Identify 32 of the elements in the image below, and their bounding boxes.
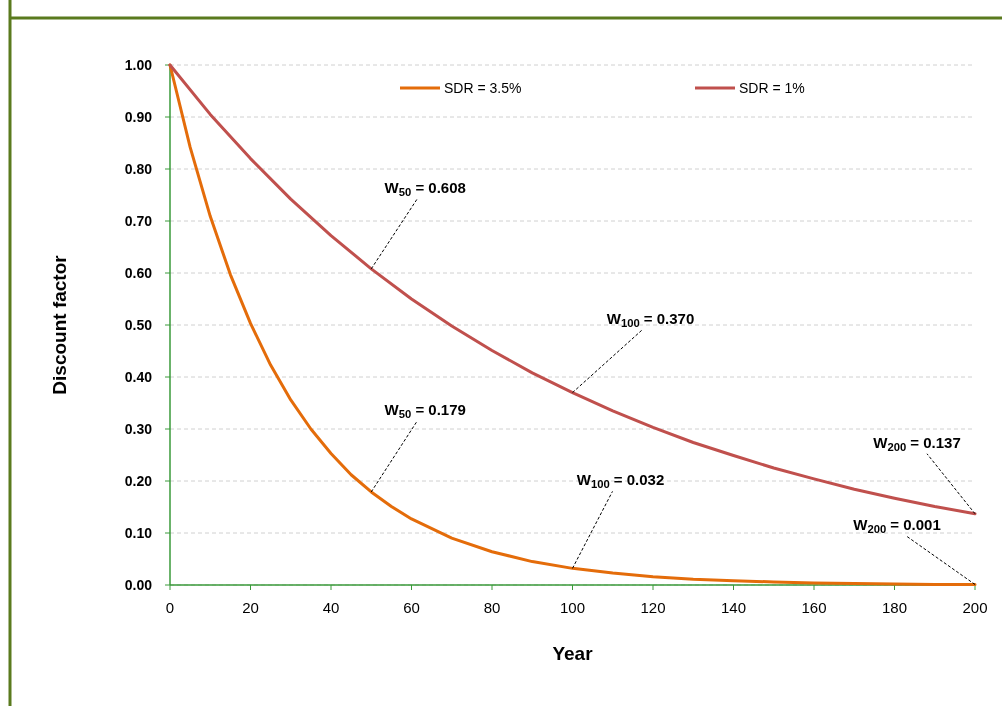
y-tick-label: 0.20 <box>124 472 153 489</box>
x-tick-label: 80 <box>483 599 501 616</box>
legend-label: SDR = 1% <box>739 79 805 96</box>
y-tick-label: 0.50 <box>124 316 153 333</box>
x-axis-title: Year <box>552 643 594 664</box>
x-tick-label: 160 <box>801 599 827 616</box>
x-tick-label: 140 <box>720 599 747 616</box>
y-tick-label: 0.60 <box>124 264 153 281</box>
y-tick-label: 0.30 <box>124 420 153 437</box>
x-tick-label: 100 <box>559 599 586 616</box>
y-tick-label: 0.70 <box>124 212 153 229</box>
annotation: W$_{100}$ = 0.370 <box>606 309 695 329</box>
y-tick-label: 1.00 <box>124 56 153 73</box>
annotation: W$_{50}$ = 0.608 <box>384 178 466 198</box>
x-tick-label: 200 <box>962 599 988 616</box>
x-tick-label: 180 <box>881 599 908 616</box>
annotation: W$_{100}$ = 0.032 <box>576 471 665 491</box>
annotation: W$_{200}$ = 0.001 <box>853 516 941 536</box>
y-tick-label: 0.10 <box>124 524 153 541</box>
x-tick-label: 0 <box>165 599 175 616</box>
y-tick-label: 0.90 <box>124 108 153 125</box>
x-tick-label: 120 <box>640 599 666 616</box>
x-tick-label: 60 <box>403 599 420 616</box>
y-tick-label: 0.00 <box>124 576 153 593</box>
annotation: W$_{200}$ = 0.137 <box>873 433 961 453</box>
annotation: W$_{50}$ = 0.179 <box>384 400 466 420</box>
y-axis-title: Discount factor <box>49 254 70 395</box>
legend-label: SDR = 3.5% <box>444 79 522 96</box>
x-tick-label: 20 <box>242 599 259 616</box>
y-tick-label: 0.80 <box>124 160 153 177</box>
x-tick-label: 40 <box>322 599 340 616</box>
y-tick-label: 0.40 <box>124 368 153 385</box>
